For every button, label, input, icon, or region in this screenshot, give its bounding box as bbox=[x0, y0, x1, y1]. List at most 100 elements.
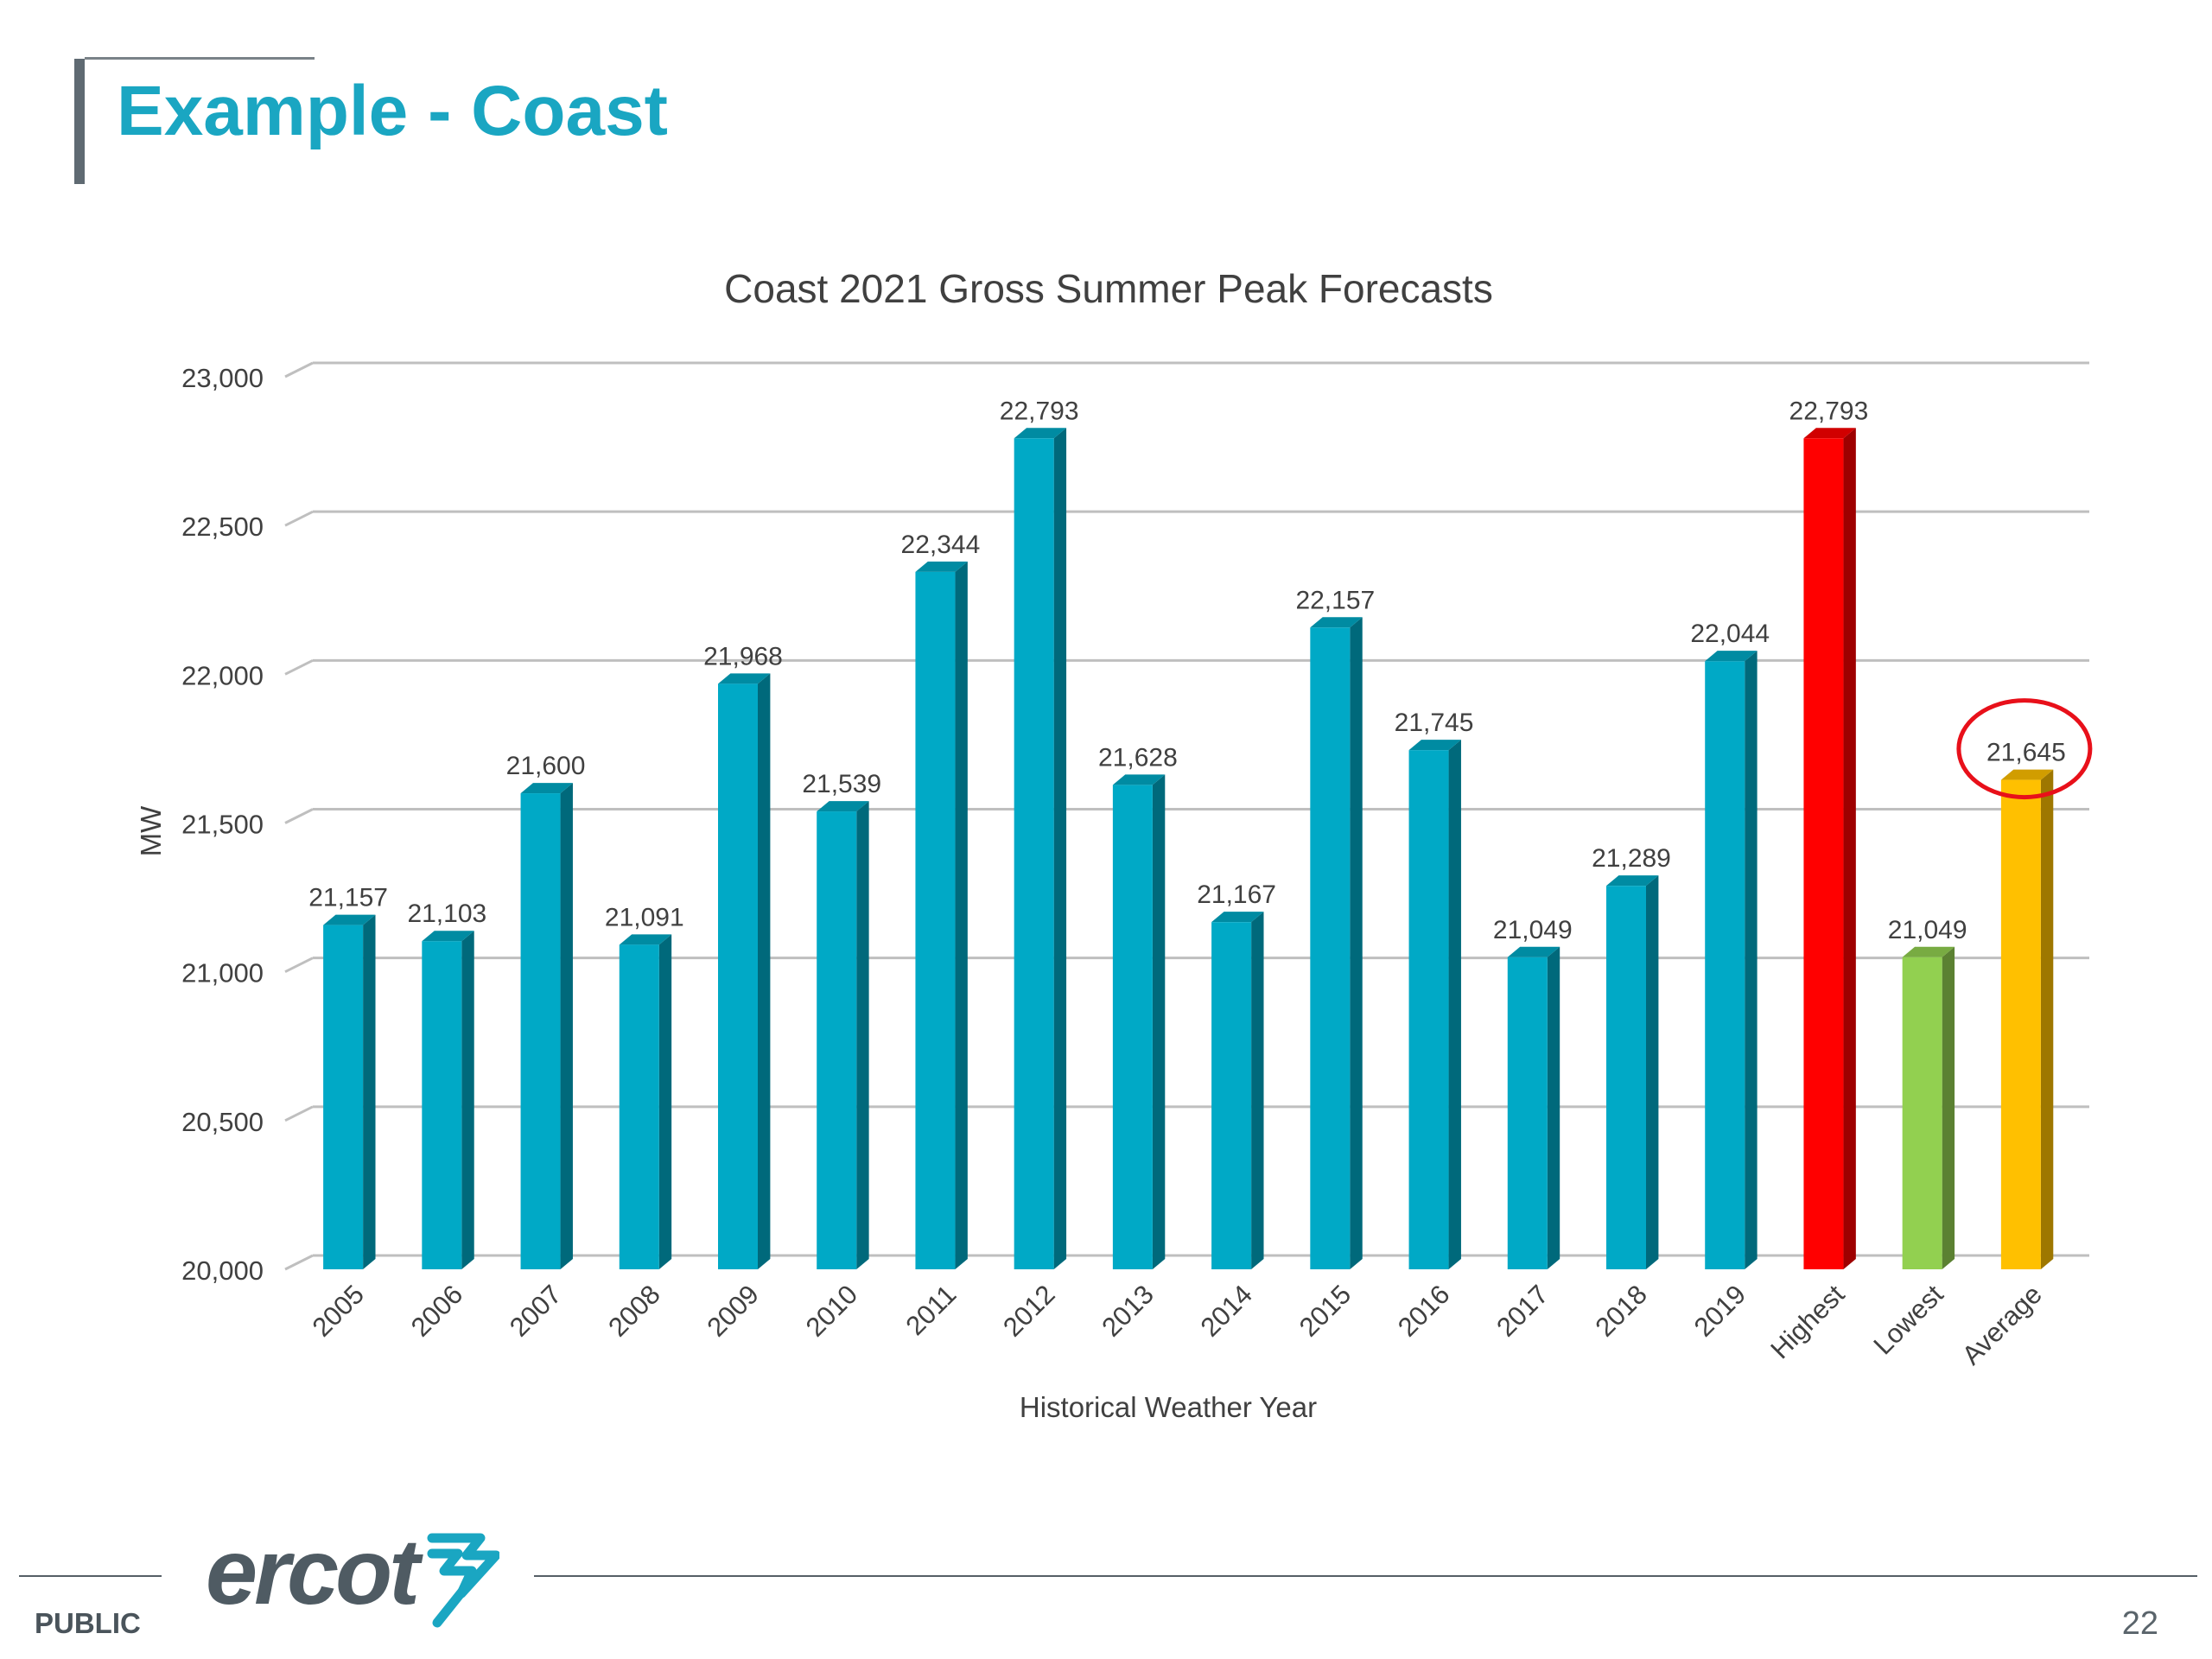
footer-public-label: PUBLIC bbox=[35, 1607, 141, 1639]
x-tick-label: 2015 bbox=[1294, 1279, 1357, 1343]
bar-side bbox=[1745, 651, 1758, 1269]
data-label: 21,289 bbox=[1592, 844, 1671, 873]
x-tick-label: 2014 bbox=[1195, 1279, 1259, 1343]
x-tick-label: 2009 bbox=[701, 1279, 765, 1343]
bar-top bbox=[1606, 875, 1659, 887]
bar bbox=[2000, 779, 2041, 1269]
bar-side bbox=[1251, 912, 1264, 1269]
bar-top bbox=[1211, 912, 1264, 923]
bar-top bbox=[817, 801, 869, 812]
x-tick-label: 2006 bbox=[405, 1279, 469, 1343]
y-tick-label: 22,000 bbox=[181, 660, 264, 690]
bar bbox=[1112, 785, 1153, 1269]
bar bbox=[718, 683, 758, 1269]
y-axis-label: MW bbox=[135, 805, 167, 856]
x-tick-label: 2011 bbox=[900, 1279, 963, 1341]
bar-top bbox=[1112, 774, 1166, 785]
ercot-logo: ercot bbox=[206, 1521, 499, 1628]
bar-top bbox=[1014, 428, 1067, 439]
chart-title: Coast 2021 Gross Summer Peak Forecasts bbox=[724, 266, 1493, 311]
title-accent-bar bbox=[74, 59, 85, 184]
data-label: 22,793 bbox=[1789, 397, 1869, 425]
gridline-depth bbox=[284, 808, 314, 824]
data-label: 22,344 bbox=[901, 531, 981, 559]
bar-top bbox=[520, 783, 573, 794]
y-tick-label: 20,000 bbox=[181, 1255, 264, 1286]
bar bbox=[1014, 438, 1054, 1270]
bar bbox=[1803, 438, 1844, 1270]
logo-bolt-icon bbox=[427, 1533, 499, 1628]
data-label: 21,539 bbox=[802, 770, 881, 798]
x-tick-label: 2012 bbox=[997, 1279, 1061, 1343]
bar-side bbox=[461, 931, 474, 1269]
x-tick-label: 2008 bbox=[602, 1279, 666, 1343]
data-label: 22,793 bbox=[1000, 397, 1079, 425]
bar-chart: Coast 2021 Gross Summer Peak Forecasts 20… bbox=[135, 266, 2093, 1423]
y-tick-label: 21,500 bbox=[181, 810, 264, 840]
bar-top bbox=[2000, 769, 2054, 780]
bar-top bbox=[619, 934, 672, 945]
bar-top bbox=[1803, 428, 1856, 439]
page-title: Example - Coast bbox=[117, 72, 668, 150]
gridline-depth bbox=[284, 510, 314, 527]
data-label: 21,968 bbox=[703, 642, 783, 671]
bar-top bbox=[718, 673, 771, 684]
data-label: 21,645 bbox=[1986, 739, 2066, 767]
gridline-depth bbox=[284, 658, 314, 676]
data-label: 21,103 bbox=[407, 899, 486, 928]
x-tick-label: Highest bbox=[1764, 1279, 1850, 1364]
data-label: 21,157 bbox=[308, 884, 388, 912]
footer-rule-right bbox=[534, 1575, 2197, 1577]
gridline-depth bbox=[284, 1254, 314, 1271]
bar-side bbox=[1350, 617, 1363, 1269]
bar-side bbox=[856, 801, 869, 1269]
bar-side bbox=[658, 934, 672, 1269]
x-tick-label: Average bbox=[1956, 1279, 2048, 1370]
data-label: 21,628 bbox=[1098, 743, 1178, 772]
data-label: 22,157 bbox=[1295, 586, 1375, 614]
data-label: 21,167 bbox=[1197, 880, 1276, 909]
x-tick-label: Lowest bbox=[1867, 1279, 1948, 1360]
logo-wordmark: ercot bbox=[206, 1521, 423, 1624]
title-rule bbox=[85, 57, 315, 60]
bar bbox=[1310, 627, 1351, 1269]
bar bbox=[1902, 957, 1942, 1269]
bar bbox=[422, 941, 462, 1269]
x-tick-label: 2016 bbox=[1392, 1279, 1456, 1343]
gridline-depth bbox=[284, 361, 314, 378]
data-label: 22,044 bbox=[1690, 620, 1770, 648]
data-label: 21,745 bbox=[1395, 709, 1474, 737]
x-axis-label: Historical Weather Year bbox=[1020, 1391, 1317, 1423]
bar-top bbox=[915, 561, 968, 572]
gridline-depth bbox=[284, 957, 314, 974]
x-tick-label: 2019 bbox=[1688, 1279, 1752, 1343]
bar-top bbox=[422, 931, 474, 942]
bar-side bbox=[1942, 946, 1955, 1269]
bar-side bbox=[1152, 774, 1166, 1269]
bar bbox=[1507, 957, 1548, 1269]
bar-top bbox=[1408, 740, 1461, 751]
x-tick-label: 2005 bbox=[307, 1279, 371, 1343]
x-tick-label: 2010 bbox=[800, 1279, 864, 1343]
bar-top bbox=[1902, 946, 1955, 957]
y-tick-label: 20,500 bbox=[181, 1107, 264, 1137]
bar-side bbox=[1646, 875, 1659, 1269]
gridline-depth bbox=[284, 1105, 314, 1122]
bar-side bbox=[1547, 946, 1560, 1269]
y-tick-label: 22,500 bbox=[181, 512, 264, 542]
y-tick-label: 21,000 bbox=[181, 958, 264, 988]
bar-top bbox=[1507, 946, 1560, 957]
data-label: 21,049 bbox=[1493, 916, 1573, 944]
bar-side bbox=[363, 914, 376, 1269]
x-tick-label: 2007 bbox=[504, 1279, 568, 1343]
y-tick-label: 23,000 bbox=[181, 363, 264, 393]
bar bbox=[1606, 886, 1646, 1269]
x-tick-label: 2013 bbox=[1096, 1279, 1160, 1343]
data-label: 21,049 bbox=[1888, 916, 1967, 944]
bar bbox=[520, 793, 561, 1269]
bar-side bbox=[758, 673, 771, 1269]
highlight-circle bbox=[1956, 698, 2093, 800]
bar bbox=[1705, 661, 1745, 1269]
bar bbox=[1211, 922, 1252, 1269]
footer-rule-left bbox=[19, 1575, 162, 1577]
